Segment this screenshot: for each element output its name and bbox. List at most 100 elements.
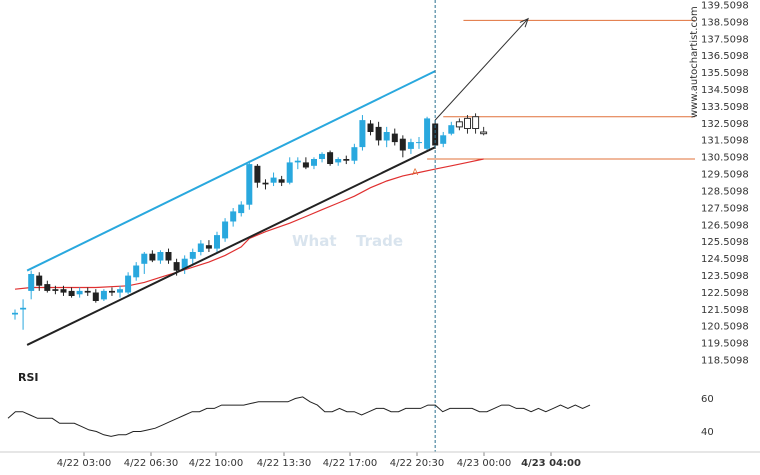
- channel-lower-line: [26, 146, 436, 346]
- time-tick-label: 4/22 06:30: [124, 458, 178, 469]
- candle-body: [230, 211, 237, 222]
- candle-body: [20, 307, 27, 310]
- candle-body: [133, 265, 140, 278]
- candle-body: [117, 289, 123, 293]
- price-tick-label: 127.5098: [701, 203, 749, 214]
- candle-body: [254, 165, 261, 183]
- price-tick-label: 126.5098: [701, 220, 749, 231]
- time-tick-label: 4/22 20:30: [390, 458, 444, 469]
- candle-body: [278, 179, 285, 183]
- candle-body: [399, 138, 406, 151]
- projection-arrow-head: [519, 17, 529, 28]
- candle-body: [464, 117, 471, 130]
- candle-body: [359, 120, 366, 148]
- candle-body: [44, 284, 51, 291]
- price-tick-label: 138.5098: [701, 17, 749, 28]
- time-tick-label: 4/23 04:00: [521, 458, 581, 469]
- price-tick-label: 120.5098: [701, 322, 749, 333]
- watermark-text-left: What: [292, 232, 337, 250]
- candle-body: [197, 243, 204, 252]
- time-tick-label: 4/22 03:00: [57, 458, 111, 469]
- rsi-label: RSI: [18, 371, 39, 384]
- candle-body: [311, 159, 317, 166]
- candle-body: [109, 290, 115, 293]
- candle-body: [84, 290, 91, 293]
- candle-body: [480, 131, 488, 135]
- candle-body: [181, 258, 188, 269]
- candle-body: [141, 253, 148, 264]
- price-tick-label: 130.5098: [701, 153, 749, 164]
- candle-body: [319, 153, 325, 159]
- price-tick-label: 136.5098: [701, 51, 749, 62]
- candle-body: [302, 162, 309, 168]
- price-tick-label: 134.5098: [701, 85, 749, 96]
- candle-body: [472, 116, 480, 129]
- moving-average-line: [14, 158, 484, 290]
- candle-body: [173, 262, 180, 271]
- time-tick-label: 4/23 00:00: [457, 458, 511, 469]
- price-tick-label: 139.5098: [701, 1, 749, 12]
- projection-arrow-line: [434, 18, 529, 121]
- price-tick-label: 125.5098: [701, 237, 749, 248]
- candle-body: [383, 132, 390, 141]
- candle-body: [205, 245, 212, 249]
- time-tick-label: 4/22 13:30: [257, 458, 311, 469]
- channel-upper-line: [26, 70, 436, 272]
- candle-body: [238, 204, 245, 214]
- candle-body: [367, 123, 374, 132]
- candle-body: [60, 289, 67, 293]
- candle-body: [335, 159, 342, 163]
- price-tick-label: 133.5098: [701, 102, 749, 113]
- vertical-label: www.autochartist.com: [689, 6, 700, 118]
- price-tick-label: 135.5098: [701, 68, 749, 79]
- candle-body: [294, 160, 301, 163]
- watermark-text-right: Trade: [356, 232, 403, 250]
- point-marker-label: A: [412, 168, 419, 178]
- candle-body: [448, 125, 455, 134]
- candle-body: [28, 274, 35, 291]
- candle-body: [165, 252, 172, 261]
- time-tick-label: 4/22 17:00: [323, 458, 377, 469]
- price-tick-label: 137.5098: [701, 34, 749, 45]
- candle-body: [416, 142, 422, 144]
- candle-body: [440, 135, 447, 144]
- candle-body: [52, 289, 59, 291]
- candle-body: [157, 252, 164, 261]
- candle-body: [455, 121, 463, 128]
- candle-body: [189, 252, 196, 259]
- price-tick-label: 118.5098: [701, 356, 749, 367]
- candle-body: [375, 126, 382, 141]
- candle-body: [343, 159, 350, 161]
- candle-body: [270, 177, 277, 183]
- price-tick-label: 119.5098: [701, 339, 749, 350]
- candle-body: [100, 290, 107, 300]
- candle-body: [92, 292, 99, 301]
- price-tick-label: 131.5098: [701, 136, 749, 147]
- price-tick-label: 128.5098: [701, 187, 749, 198]
- watermark: What Trade: [292, 232, 403, 250]
- candle-body: [424, 118, 431, 149]
- candle-body: [149, 253, 156, 261]
- candle-body: [327, 152, 334, 164]
- candle-body: [351, 147, 358, 161]
- price-tick-label: 121.5098: [701, 305, 749, 316]
- candle-body: [68, 290, 75, 296]
- candle-body: [76, 290, 83, 295]
- time-tick-label: 4/22 10:00: [189, 458, 243, 469]
- rsi-tick-label: 40: [701, 427, 714, 438]
- rsi-tick-label: 60: [701, 394, 714, 405]
- candle-body: [391, 133, 398, 143]
- candle-body: [36, 275, 43, 286]
- candle-body: [125, 275, 132, 293]
- price-tick-label: 122.5098: [701, 288, 749, 299]
- rsi-line: [7, 396, 591, 437]
- candle-body: [246, 164, 253, 205]
- price-tick-label: 132.5098: [701, 119, 749, 130]
- candle-body: [222, 221, 229, 239]
- candle-body: [262, 182, 269, 185]
- candle-body: [12, 312, 18, 315]
- price-tick-label: 129.5098: [701, 170, 749, 181]
- candle-body: [286, 162, 293, 183]
- candle-body: [407, 142, 414, 149]
